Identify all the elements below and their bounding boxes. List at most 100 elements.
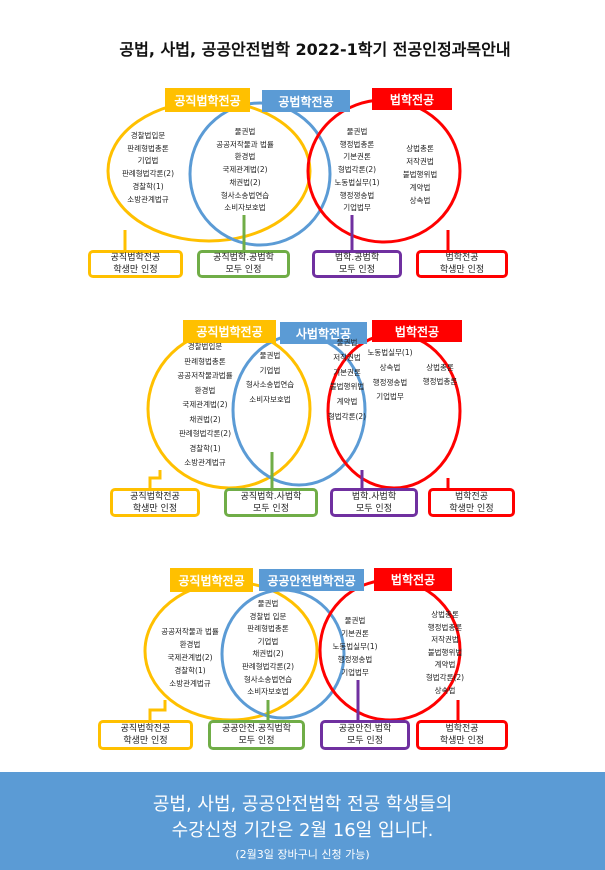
recognition-box: 법학전공 학생만 인정 (416, 250, 508, 278)
recognition-text: 모두 인정 (253, 503, 289, 514)
recognition-box: 법학전공 학생만 인정 (428, 488, 515, 517)
course-item: 환경법 (179, 640, 201, 649)
footer-banner: 공법, 사법, 공공안전법학 전공 학생들의 수강신청 기간은 2월 16일 입… (0, 772, 605, 870)
course-item: 상법총론 (426, 363, 454, 372)
course-item: 노동법실무(1) (367, 348, 413, 357)
recognition-text: 공공안전.공직법학 (221, 724, 292, 734)
course-item: 판례형법총론 (247, 624, 289, 634)
connector-line (148, 470, 162, 488)
recognition-box: 법학.사법학 모두 인정 (330, 488, 418, 517)
major-label: 법학전공 (372, 320, 462, 342)
course-list: 물권법 행정법총론 기본권론 형법각론(2) 노동법실무(1) 행정쟁송법 기업법무 (334, 126, 379, 215)
course-item: 물권법 (346, 127, 368, 136)
recognition-text: 공공안전.법학 (338, 724, 392, 734)
course-item: 채권법(2) (229, 177, 261, 187)
connector-line (148, 700, 167, 720)
course-item: 물권법 (336, 338, 358, 347)
course-list: 상법총론 행정법총론 저작권법 불법행위법 계약법 형법각론(2) 상속법 (426, 609, 464, 697)
course-item: 판례형법총론 (127, 143, 169, 153)
course-list: 경찰법입문 판례형법총론 기업법 판례형법각론(2) 경찰학(1) 소방관계법규 (122, 130, 174, 206)
major-label: 공직법학전공 (170, 568, 253, 592)
course-item: 판례형법각론(2) (178, 429, 232, 438)
course-item: 계약법 (434, 660, 456, 670)
course-item: 경찰법입문 (187, 342, 223, 351)
major-label: 공직법학전공 (183, 320, 276, 343)
course-item: 물권법 (344, 616, 366, 625)
recognition-text: 모두 인정 (356, 503, 392, 514)
course-list: 물권법 공공저작물과 법률 환경법 국제관계법(2) 채권법(2) 형사소송법연습 소비자보… (216, 126, 274, 215)
course-item: 물권법 (234, 127, 256, 136)
course-item: 물권법 (257, 599, 279, 608)
course-item: 공공저작물과 법률 (161, 627, 219, 636)
recognition-box: 공직법학.사법학 모두 인정 (224, 488, 318, 517)
course-item: 경찰학(1) (174, 666, 206, 675)
major-label: 법학전공 (374, 568, 452, 591)
recognition-text: 모두 인정 (339, 265, 375, 275)
recognition-text: 학생만 인정 (123, 736, 168, 746)
recognition-text: 공직법학전공 (130, 491, 180, 502)
course-item: 공공저작물과법률 (177, 371, 233, 380)
course-item: 판례형법각론(2) (241, 661, 295, 671)
course-item: 저작권법 (431, 635, 459, 645)
major-label: 공직법학전공 (165, 88, 250, 112)
recognition-text: 법학.사법학 (351, 491, 397, 502)
recognition-text: 공직법학전공 (120, 724, 171, 734)
course-item: 행정법총론 (339, 139, 375, 149)
recognition-box: 법학전공 학생만 인정 (416, 720, 508, 750)
course-item: 기업법 (137, 156, 159, 166)
course-item: 경찰학(1) (132, 181, 164, 191)
course-item: 상속법 (434, 685, 456, 695)
course-list: 물권법 저작권법 기본권론 불법행위법 계약법 형법각론(2) (328, 336, 366, 425)
course-item: 상법총론 (406, 144, 434, 153)
recognition-text: 법학.공법학 (334, 253, 380, 263)
course-item: 국제관계법(2) (167, 653, 213, 662)
course-list: 공공저작물과 법률 환경법 국제관계법(2) 경찰학(1) 소방관계법규 (161, 625, 219, 690)
course-item: 형법각론(2) (327, 411, 367, 421)
recognition-text: 법학전공 (454, 491, 489, 502)
course-item: 공공저작물과 법률 (216, 139, 274, 149)
course-item: 행정쟁송법 (337, 655, 373, 664)
course-item: 계약법 (409, 183, 431, 192)
course-item: 채권법(2) (189, 414, 221, 424)
course-list: 상법총론 저작권법 불법행위법 계약법 상속법 (403, 142, 438, 207)
course-item: 환경법 (194, 385, 216, 395)
course-item: 형법각론(2) (425, 672, 465, 682)
page-title: 공법, 사법, 공공안전법학 2022-1학기 전공인정과목안내 (119, 40, 511, 59)
course-item: 판례형법각론(2) (121, 169, 175, 179)
recognition-box: 공직법학전공 학생만 인정 (88, 250, 183, 278)
recognition-text: 모두 인정 (238, 736, 275, 746)
course-item: 국제관계법(2) (182, 400, 228, 409)
course-list: 물권법 기업법 형사소송법연습 소비자보호법 (246, 349, 294, 407)
course-item: 행정법총론 (422, 377, 458, 386)
course-item: 행정법총론 (427, 622, 463, 632)
course-item: 국제관계법(2) (222, 165, 268, 175)
course-item: 행정쟁송법 (372, 377, 408, 387)
course-list: 물권법 기본권론 노동법실무(1) 행정쟁송법 기업법무 (332, 614, 377, 679)
recognition-text: 모두 인정 (347, 736, 383, 746)
recognition-text: 학생만 인정 (449, 503, 494, 514)
course-item: 형사소송법연습 (243, 674, 293, 684)
recognition-text: 학생만 인정 (439, 265, 485, 275)
blue-circle (188, 101, 332, 247)
course-item: 소방관계법규 (184, 458, 226, 467)
course-item: 소방관계법규 (127, 194, 169, 204)
major-label: 법학전공 (372, 88, 452, 110)
course-item: 불법행위법 (402, 170, 438, 179)
course-item: 판례형법총론 (184, 356, 226, 366)
course-item: 형사소송법연습 (245, 380, 295, 389)
course-item: 기본권론 (343, 152, 371, 162)
course-item: 기본권론 (333, 367, 361, 377)
major-label: 공법학전공 (262, 90, 350, 112)
major-label: 공공안전법학전공 (259, 569, 364, 591)
recognition-text: 법학전공 (445, 724, 479, 734)
course-item: 물권법 (259, 351, 281, 360)
course-item: 행정쟁송법 (339, 190, 375, 200)
course-item: 저작권법 (333, 352, 361, 362)
recognition-box: 공직법학.공법학 모두 인정 (197, 250, 290, 278)
course-item: 소비자보호법 (224, 203, 266, 213)
